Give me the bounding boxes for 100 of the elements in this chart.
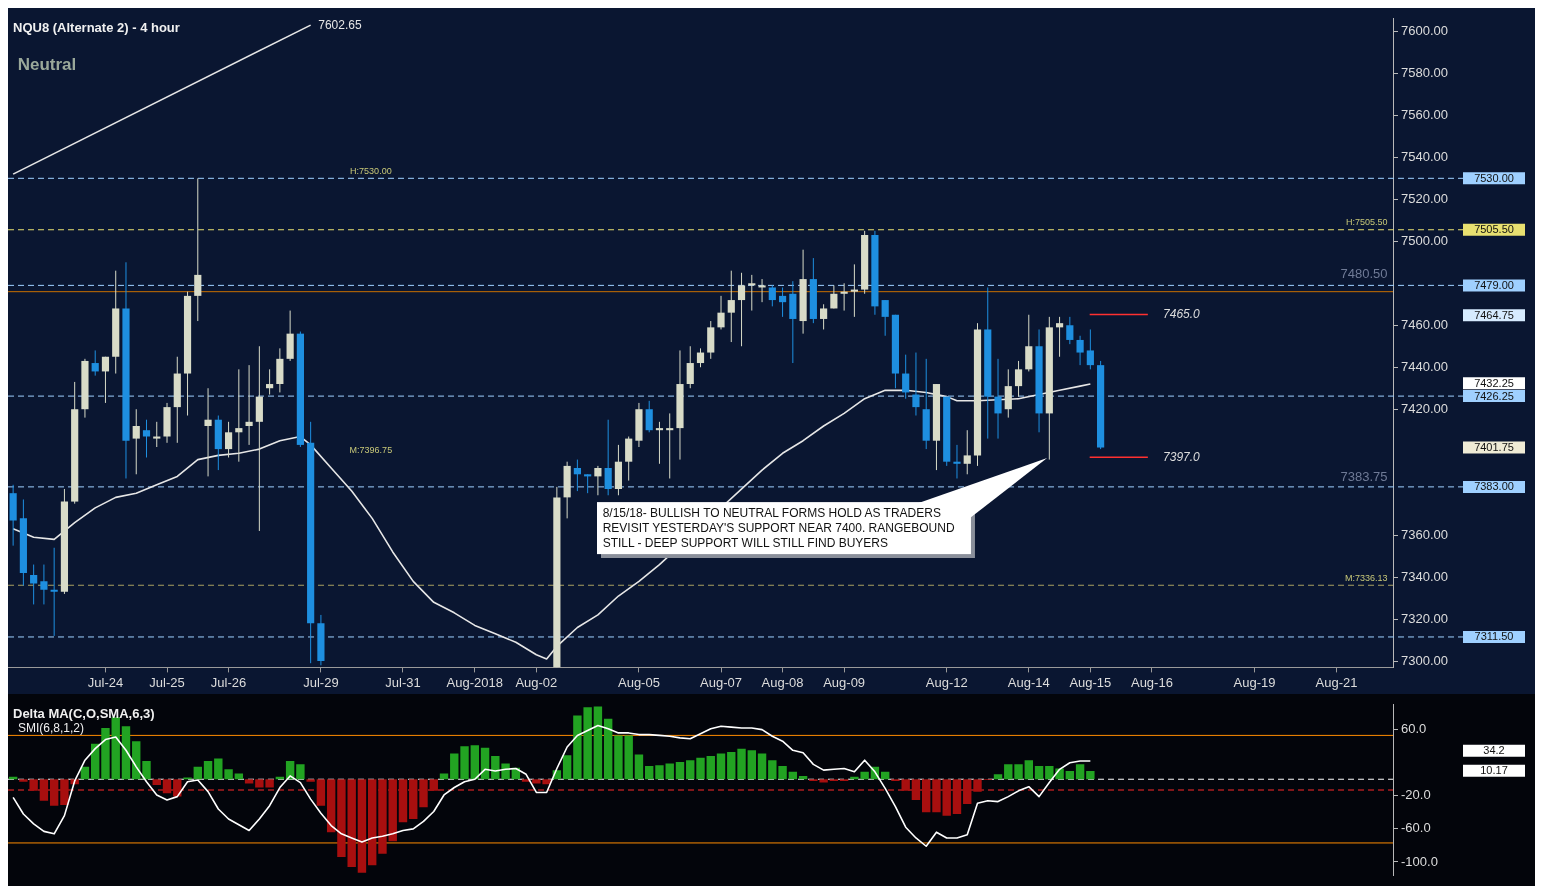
y-tick-label: 7540.00 xyxy=(1401,148,1448,164)
ref-line-label: 7530.00 xyxy=(1474,171,1514,184)
y-tick-label: 7340.00 xyxy=(1401,568,1448,584)
candlestick xyxy=(1086,328,1094,370)
candlestick xyxy=(132,408,140,475)
candlestick xyxy=(727,270,735,343)
bar xyxy=(368,779,377,866)
y-tick-label: 7460.00 xyxy=(1401,316,1448,332)
x-tick-label: Aug-02 xyxy=(515,674,558,690)
annotation: 7602.65 xyxy=(318,18,362,33)
y-tick-label: 7420.00 xyxy=(1401,400,1448,416)
x-tick-label: Jul-25 xyxy=(149,674,185,690)
y-tick-label: 7360.00 xyxy=(1401,526,1448,542)
bar xyxy=(706,756,715,780)
candlestick xyxy=(666,412,674,479)
candlestick xyxy=(696,347,705,368)
y-tick-label: 7560.00 xyxy=(1401,106,1448,122)
x-tick-label: Aug-15 xyxy=(1069,674,1112,690)
candlestick xyxy=(40,564,48,605)
annotation: 8/15/18- BULLISH TO NEUTRAL FORMS HOLD AS TRADERS REVISIT YESTERDAY'S SUPPORT NEAR 7400. RANGEBOUND STILL - DEEP SUPPORT WILL STILL FIND BUYERS xyxy=(602,505,956,551)
bar xyxy=(963,779,972,805)
candlestick xyxy=(686,345,694,389)
text: SMI(6,8,1,2) xyxy=(18,721,85,736)
ref-line-label: 7505.50 xyxy=(1474,223,1514,236)
bar xyxy=(378,779,387,854)
bar xyxy=(296,764,305,780)
bar xyxy=(357,779,367,873)
x-tick-label: Jul-26 xyxy=(210,674,247,690)
candlestick xyxy=(645,400,653,433)
bar xyxy=(973,779,982,792)
x-tick-label: Aug-19 xyxy=(1233,674,1276,690)
annotation: M:7396.75 xyxy=(349,445,393,456)
annotation: M:7336.13 xyxy=(1344,572,1388,583)
candlestick xyxy=(50,547,58,637)
bar xyxy=(1004,764,1013,780)
candlestick xyxy=(1014,360,1023,398)
bar xyxy=(162,779,172,794)
annotation: 7480.50 xyxy=(1340,265,1388,281)
candlestick xyxy=(1025,314,1033,372)
x-tick-label: Aug-07 xyxy=(700,674,742,690)
bar xyxy=(429,779,438,791)
candlestick xyxy=(748,274,756,312)
bar xyxy=(316,779,326,806)
bar xyxy=(1086,770,1095,780)
bar xyxy=(142,761,151,780)
candlestick xyxy=(768,284,776,307)
x-tick-label: Jul-24 xyxy=(87,674,124,690)
candlestick xyxy=(594,465,602,496)
bar xyxy=(439,773,449,780)
candlestick xyxy=(1076,335,1084,366)
text: 10.17 xyxy=(1480,764,1508,777)
bar xyxy=(460,746,469,780)
candlestick xyxy=(902,354,910,400)
y-tick-label: 7320.00 xyxy=(1401,610,1448,626)
bar xyxy=(326,779,336,833)
candlestick xyxy=(584,473,592,494)
bar xyxy=(634,754,644,780)
ref-line-label: 7479.00 xyxy=(1474,278,1514,291)
bar xyxy=(675,761,685,780)
x-tick-label: Aug-08 xyxy=(761,674,804,690)
candlestick xyxy=(235,368,243,463)
candlestick xyxy=(778,286,787,318)
bar xyxy=(121,726,131,780)
x-tick-label: Aug-09 xyxy=(823,674,866,690)
bar xyxy=(686,760,695,780)
y-tick-label: 7600.00 xyxy=(1401,22,1448,38)
candlestick xyxy=(1055,316,1064,358)
x-tick-label: Aug-2018 xyxy=(446,674,503,690)
bar xyxy=(306,779,315,782)
candlestick xyxy=(850,263,858,318)
bar xyxy=(747,750,756,780)
y-tick-label: -60.0 xyxy=(1401,820,1431,836)
bar xyxy=(49,779,59,806)
candlestick xyxy=(204,387,212,477)
candlestick xyxy=(604,419,612,496)
y-tick-label: 7520.00 xyxy=(1401,190,1448,206)
ref-line-label: 7426.25 xyxy=(1474,389,1514,402)
bar xyxy=(922,779,931,813)
annotation: H:7505.50 xyxy=(1345,217,1388,228)
bar xyxy=(603,718,613,780)
ref-line-label: 7311.50 xyxy=(1474,630,1514,643)
candlestick xyxy=(194,177,202,322)
y-tick-label: -100.0 xyxy=(1401,853,1438,869)
bar xyxy=(193,766,202,780)
x-tick-label: Aug-12 xyxy=(925,674,968,690)
bar xyxy=(737,748,746,780)
annotation: 7465.0 xyxy=(1163,306,1201,321)
bar xyxy=(1024,760,1033,780)
candlestick xyxy=(91,349,99,377)
candlestick xyxy=(717,295,725,330)
bar xyxy=(101,727,110,780)
candlestick xyxy=(224,421,233,458)
x-tick-label: Aug-21 xyxy=(1315,674,1358,690)
bar xyxy=(665,763,674,780)
bar xyxy=(1014,764,1023,780)
y-tick-label: 7300.00 xyxy=(1401,652,1448,668)
bar xyxy=(470,745,479,780)
bar xyxy=(450,753,459,780)
y-tick-label: 7500.00 xyxy=(1401,232,1448,248)
bar xyxy=(562,755,572,780)
